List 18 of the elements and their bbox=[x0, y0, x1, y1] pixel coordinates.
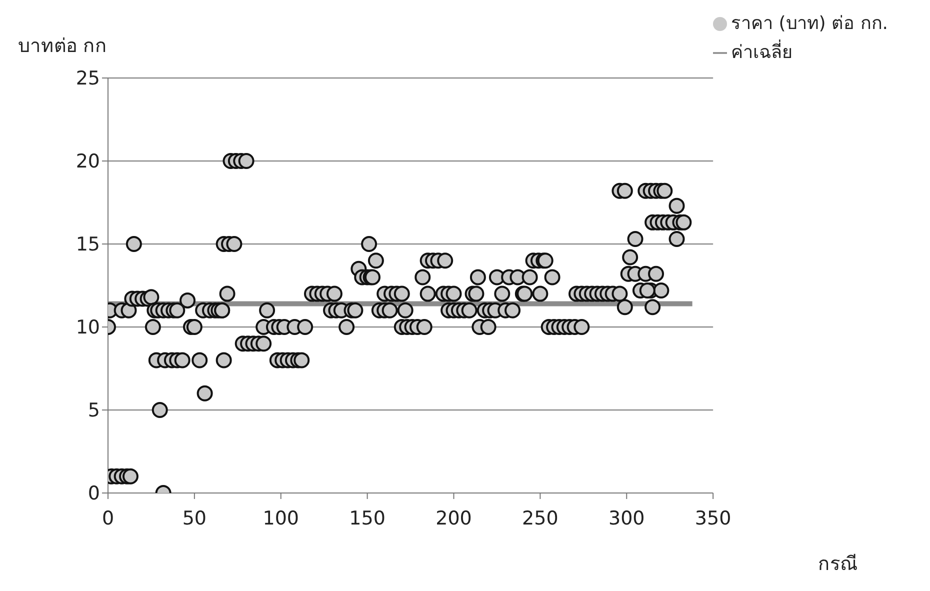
legend-label: ราคา (บาท) ต่อ กก. bbox=[731, 13, 888, 34]
y-axis-title: บาทต่อ กก bbox=[18, 34, 108, 59]
x-tick-label: 50 bbox=[182, 507, 207, 530]
x-tick-label: 150 bbox=[349, 507, 386, 530]
y-tick-label: 0 bbox=[88, 482, 100, 505]
y-tick-label: 5 bbox=[88, 400, 100, 422]
x-tick-label: 250 bbox=[522, 507, 558, 530]
x-tick-label: 100 bbox=[262, 507, 300, 530]
x-tick-label: 350 bbox=[694, 507, 732, 530]
x-axis-title: กรณี bbox=[818, 552, 858, 577]
y-tick-label: 15 bbox=[76, 234, 100, 256]
x-tick-label: 200 bbox=[436, 507, 472, 530]
x-tick-label: 0 bbox=[102, 507, 114, 530]
y-tick-label: 25 bbox=[76, 68, 100, 90]
y-tick-label: 20 bbox=[76, 150, 100, 173]
legend-label: ค่าเฉลี่ย bbox=[731, 42, 794, 63]
y-tick-label: 10 bbox=[76, 316, 100, 339]
x-tick-label: 300 bbox=[608, 507, 645, 530]
